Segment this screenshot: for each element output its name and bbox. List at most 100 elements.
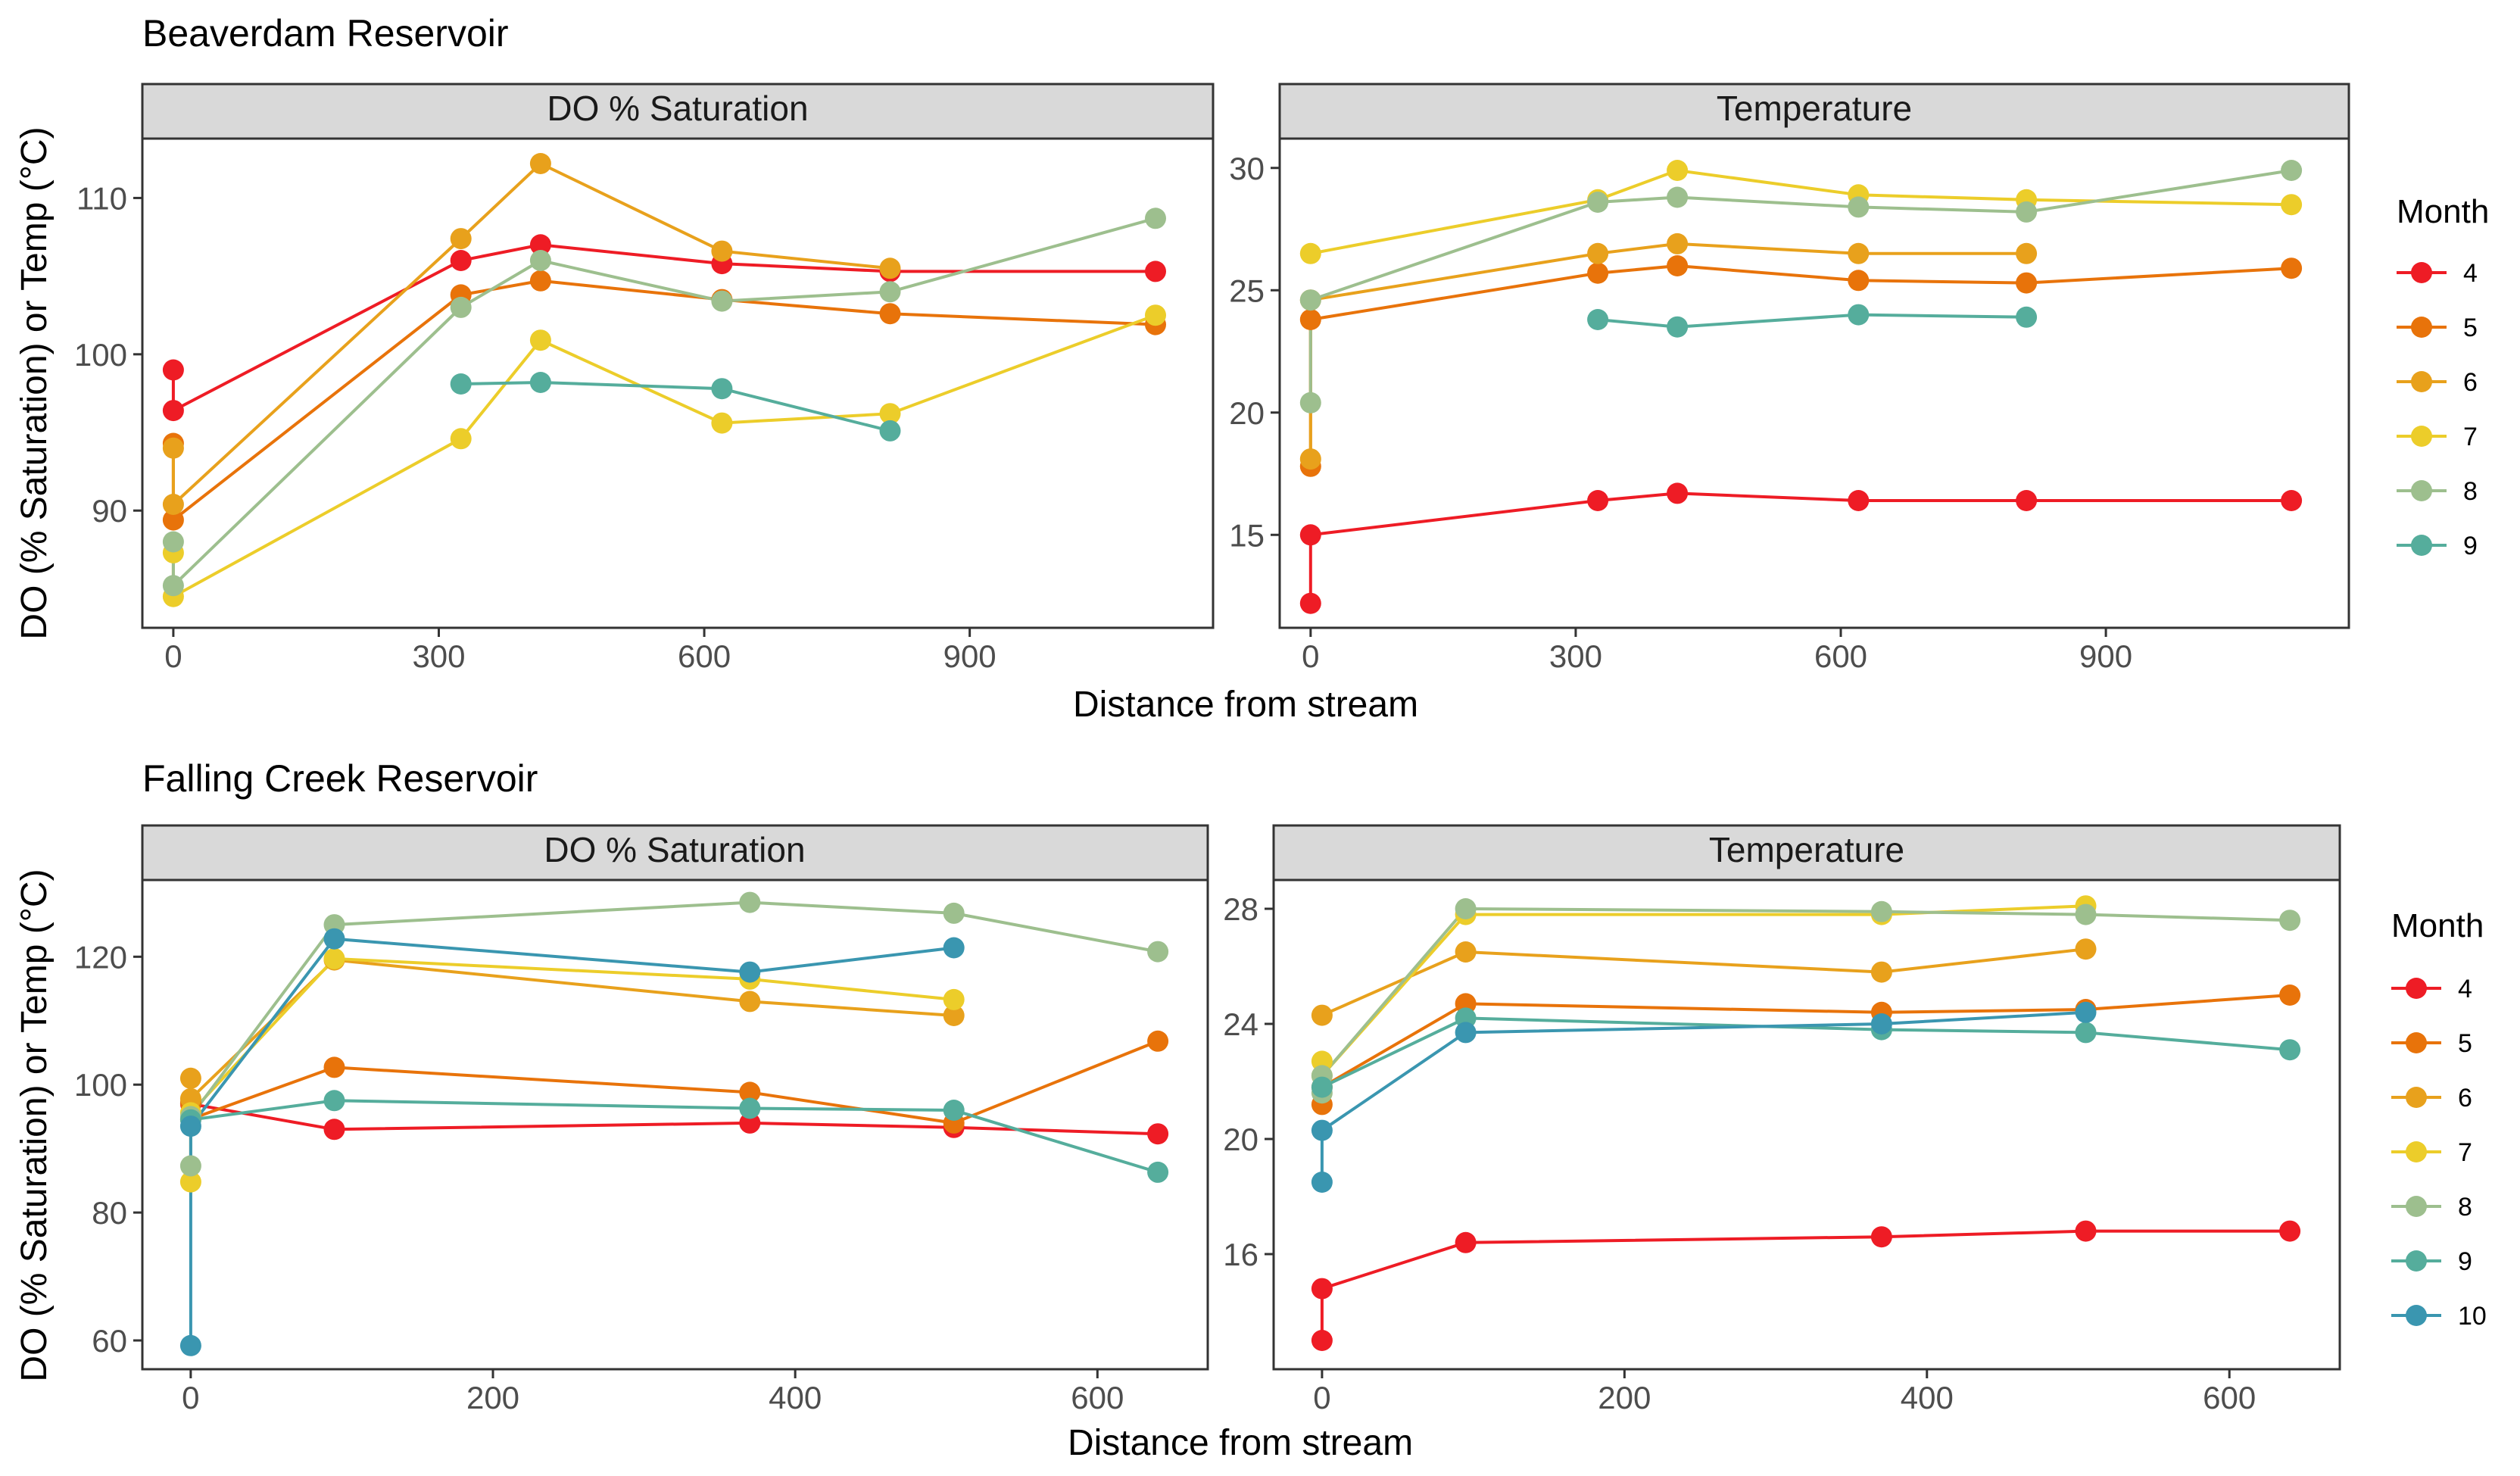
y-axis-title-beaverdam: DO (% Saturation) or Temp (°C) bbox=[14, 126, 55, 639]
plot-area-falling-creek-do bbox=[179, 891, 1169, 1356]
series-line-falling-creek-temp-month-10 bbox=[1320, 1010, 2086, 1182]
data-point-beaverdam-temp-month-4-3 bbox=[1667, 482, 1689, 504]
series-line-beaverdam-do-month-9 bbox=[460, 380, 890, 432]
data-point-beaverdam-temp-month-6-4 bbox=[1848, 242, 1870, 264]
data-point-beaverdam-do-month-6-3 bbox=[529, 153, 551, 174]
strip-label-falling-creek-do: DO % Saturation bbox=[544, 830, 805, 869]
legend-swatch-0-month-9 bbox=[2411, 535, 2432, 556]
data-point-beaverdam-do-month-4-6 bbox=[1145, 261, 1166, 282]
legend-label-0-month-8: 8 bbox=[2463, 477, 2478, 506]
data-point-beaverdam-do-month-7-2 bbox=[450, 428, 472, 450]
data-point-beaverdam-do-month-6-4 bbox=[711, 240, 733, 262]
x-tick-label-falling-creek-do-400: 400 bbox=[769, 1380, 822, 1415]
data-point-beaverdam-do-month-7-5 bbox=[879, 403, 901, 425]
y-axis-title-falling-creek: DO (% Saturation) or Temp (°C) bbox=[14, 869, 55, 1381]
series-line-beaverdam-do-month-5 bbox=[171, 279, 1156, 523]
data-point-falling-creek-do-month-9-1 bbox=[323, 1090, 345, 1112]
data-point-beaverdam-temp-month-5-6 bbox=[2281, 257, 2303, 279]
data-point-beaverdam-do-month-6-2 bbox=[450, 228, 472, 250]
series-line-beaverdam-temp-month-9 bbox=[1597, 313, 2027, 329]
legend-swatch-1-month-7 bbox=[2406, 1141, 2427, 1162]
data-point-beaverdam-do-month-4-1 bbox=[162, 400, 184, 422]
legend-falling-creek: Month 4 5 6 7 8 9 10 bbox=[2391, 907, 2487, 1331]
x-tick-label-beaverdam-temp-0: 0 bbox=[1302, 638, 1319, 674]
strip-label-beaverdam-do: DO % Saturation bbox=[547, 89, 808, 128]
y-tick-label-beaverdam-do-100: 100 bbox=[74, 337, 127, 373]
x-tick-label-beaverdam-temp-900: 900 bbox=[2079, 638, 2132, 674]
data-point-falling-creek-temp-month-4-3 bbox=[1870, 1226, 1892, 1248]
x-tick-label-beaverdam-temp-600: 600 bbox=[1814, 638, 1867, 674]
legend-swatch-1-month-4 bbox=[2406, 978, 2427, 999]
data-point-beaverdam-temp-month-8-6 bbox=[2281, 160, 2303, 181]
data-point-falling-creek-do-month-8-3 bbox=[739, 891, 761, 913]
y-tick-label-falling-creek-do-80: 80 bbox=[92, 1195, 127, 1231]
data-point-falling-creek-do-month-7-0 bbox=[179, 1171, 201, 1193]
legend-label-1-month-6: 6 bbox=[2458, 1084, 2472, 1112]
data-point-falling-creek-temp-month-8-5 bbox=[2279, 910, 2301, 931]
data-point-beaverdam-temp-month-7-5 bbox=[2281, 194, 2303, 216]
data-point-beaverdam-temp-month-5-5 bbox=[2016, 272, 2038, 294]
data-point-falling-creek-do-month-6-4 bbox=[943, 1005, 965, 1026]
data-point-beaverdam-do-month-9-3 bbox=[879, 420, 901, 442]
data-point-falling-creek-temp-month-8-4 bbox=[2075, 903, 2097, 925]
series-line-beaverdam-temp-month-7 bbox=[1310, 168, 2292, 255]
x-tick-label-beaverdam-do-600: 600 bbox=[678, 638, 731, 674]
x-tick-label-beaverdam-do-0: 0 bbox=[164, 638, 182, 674]
data-point-beaverdam-do-month-6-0 bbox=[162, 437, 184, 459]
panel-border-beaverdam-temp bbox=[1278, 137, 2350, 629]
series-line-falling-creek-temp-month-6 bbox=[1321, 947, 2086, 1017]
data-point-beaverdam-do-month-9-0 bbox=[450, 373, 472, 395]
data-point-beaverdam-temp-month-9-3 bbox=[2016, 306, 2038, 328]
strip-falling-creek-do bbox=[141, 824, 1209, 882]
series-line-beaverdam-temp-month-6 bbox=[1308, 242, 2027, 460]
series-line-falling-creek-do-month-7 bbox=[189, 956, 954, 1182]
data-point-beaverdam-temp-month-9-2 bbox=[1848, 304, 1870, 326]
panel-border-falling-creek-temp bbox=[1272, 878, 2341, 1371]
legend-swatch-1-month-9 bbox=[2406, 1250, 2427, 1272]
data-point-beaverdam-temp-month-8-4 bbox=[1848, 196, 1870, 218]
y-tick-label-falling-creek-temp-24: 24 bbox=[1223, 1006, 1258, 1042]
y-tick-label-falling-creek-temp-28: 28 bbox=[1223, 891, 1258, 927]
data-point-falling-creek-temp-month-6-1 bbox=[1455, 941, 1477, 963]
data-point-falling-creek-do-month-10-4 bbox=[943, 937, 965, 959]
plot-area-falling-creek-temp bbox=[1311, 895, 2301, 1351]
y-tick-label-beaverdam-temp-20: 20 bbox=[1229, 395, 1265, 431]
data-point-falling-creek-temp-month-8-3 bbox=[1870, 900, 1892, 922]
y-tick-label-beaverdam-do-110: 110 bbox=[76, 180, 127, 216]
series-line-beaverdam-do-month-8 bbox=[171, 217, 1156, 590]
legend-swatch-1-month-8 bbox=[2406, 1196, 2427, 1217]
panel-border-beaverdam-do bbox=[141, 137, 1215, 629]
data-point-falling-creek-do-month-10-3 bbox=[739, 961, 761, 983]
data-point-falling-creek-temp-month-4-0 bbox=[1311, 1330, 1333, 1351]
x-tick-label-beaverdam-do-300: 300 bbox=[412, 638, 465, 674]
x-tick-label-falling-creek-temp-200: 200 bbox=[1598, 1380, 1651, 1415]
data-point-falling-creek-temp-month-10-3 bbox=[1870, 1013, 1892, 1034]
data-point-falling-creek-do-month-8-0 bbox=[179, 1155, 201, 1177]
x-tick-label-falling-creek-do-0: 0 bbox=[182, 1380, 199, 1415]
series-line-falling-creek-do-month-10 bbox=[189, 937, 954, 1346]
panel-border-falling-creek-do bbox=[141, 878, 1209, 1371]
series-line-beaverdam-temp-month-4 bbox=[1308, 491, 2292, 604]
data-point-beaverdam-do-month-5-5 bbox=[879, 303, 901, 325]
panel-falling-creek-temp: Temperature bbox=[1272, 824, 2341, 1371]
x-tick-label-falling-creek-do-200: 200 bbox=[466, 1380, 519, 1415]
data-point-falling-creek-temp-month-4-4 bbox=[2075, 1220, 2097, 1242]
y-tick-label-falling-creek-temp-16: 16 bbox=[1223, 1237, 1258, 1272]
y-tick-label-beaverdam-temp-15: 15 bbox=[1229, 517, 1265, 553]
data-point-beaverdam-temp-month-5-3 bbox=[1667, 255, 1689, 276]
y-tick-label-beaverdam-temp-25: 25 bbox=[1229, 273, 1265, 308]
legend-beaverdam: Month 4 5 6 7 8 9 bbox=[2397, 193, 2489, 560]
data-point-falling-creek-temp-month-10-0 bbox=[1311, 1172, 1333, 1193]
data-point-beaverdam-do-month-8-5 bbox=[879, 281, 901, 303]
data-point-beaverdam-temp-month-8-0 bbox=[1299, 392, 1321, 413]
y-tick-label-falling-creek-do-120: 120 bbox=[74, 939, 127, 975]
data-point-falling-creek-do-month-8-5 bbox=[1147, 941, 1169, 963]
data-point-falling-creek-temp-month-6-0 bbox=[1311, 1004, 1333, 1026]
series-line-beaverdam-temp-month-5 bbox=[1308, 264, 2292, 467]
data-point-falling-creek-do-month-9-2 bbox=[739, 1097, 761, 1119]
strip-falling-creek-temp bbox=[1272, 824, 2341, 882]
y-tick-label-falling-creek-do-60: 60 bbox=[92, 1323, 127, 1359]
data-point-beaverdam-temp-month-5-2 bbox=[1587, 262, 1609, 284]
data-point-falling-creek-temp-month-10-2 bbox=[1455, 1022, 1477, 1044]
data-point-beaverdam-temp-month-7-0 bbox=[1299, 242, 1321, 264]
